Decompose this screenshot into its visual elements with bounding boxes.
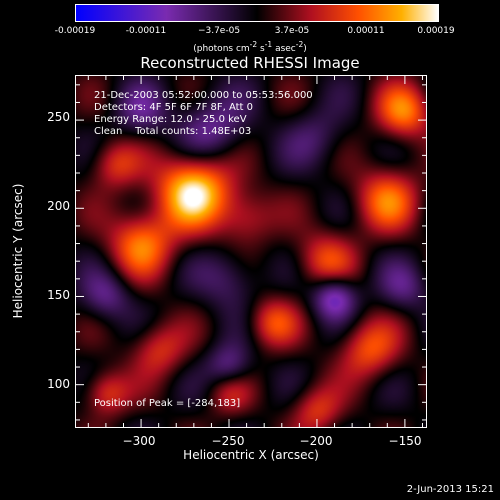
x-tick-label: −250	[211, 434, 245, 448]
colorbar-tick-label: −3.7e-05	[197, 26, 241, 36]
colorbar-tick-label: 3.7e-05	[274, 26, 310, 36]
y-tick-label: 200	[47, 199, 70, 213]
colorbar-tick-label: 0.00011	[347, 26, 385, 36]
y-tick-label: 100	[47, 377, 70, 391]
colorbar-unit-label: (photons cm-2 s-1 asec-2)	[193, 40, 307, 54]
x-axis-label: Heliocentric X (arcsec)	[183, 448, 319, 462]
info-method-counts: Clean Total counts: 1.48E+03	[94, 126, 252, 137]
info-time-range: 21-Dec-2003 05:52:00.000 to 05:53:56.000	[94, 90, 313, 101]
info-peak-position: Position of Peak = [-284,183]	[94, 398, 241, 409]
y-axis-label: Heliocentric Y (arcsec)	[11, 183, 25, 319]
info-detectors: Detectors: 4F 5F 6F 7F 8F, Att 0	[94, 102, 254, 113]
plot-frame	[75, 75, 427, 428]
y-tick-label: 150	[47, 288, 70, 302]
chart-title: Reconstructed RHESSI Image	[140, 54, 360, 72]
colorbar-tick-label: -0.00019	[54, 26, 96, 36]
footer-date: 2-Jun-2013 15:21	[406, 484, 494, 495]
x-tick-label: −300	[122, 434, 156, 448]
colorbar	[75, 4, 439, 22]
y-tick-label: 250	[47, 110, 70, 124]
colorbar-tick-label: 0.00019	[417, 26, 455, 36]
heatmap-image	[76, 76, 426, 427]
colorbar-tick-label: -0.00011	[125, 26, 167, 36]
x-tick-label: −150	[388, 434, 422, 448]
info-energy-range: Energy Range: 12.0 - 25.0 keV	[94, 114, 247, 125]
x-tick-label: −200	[299, 434, 333, 448]
